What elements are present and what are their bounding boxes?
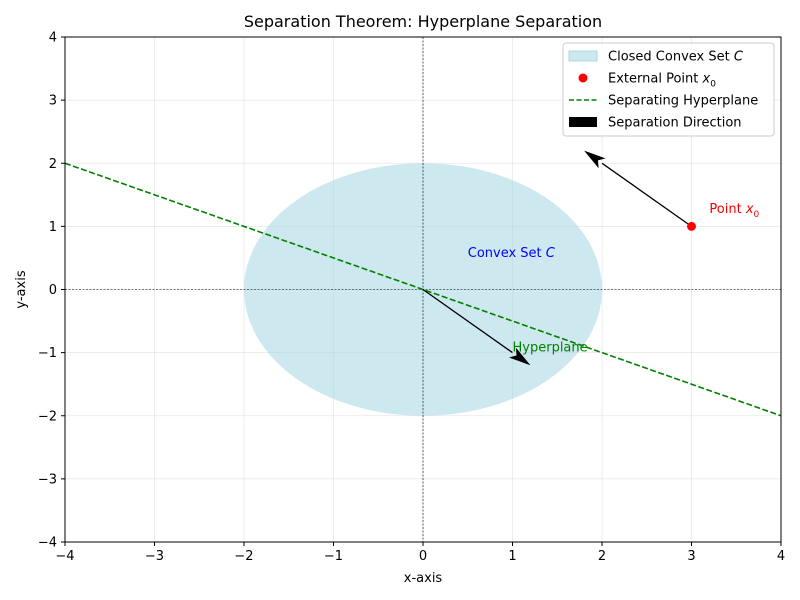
y-tick-label: −4 <box>38 536 57 551</box>
point-layer <box>687 221 696 231</box>
y-tick-label: −1 <box>38 346 57 361</box>
x-tick-label: 0 <box>419 549 427 564</box>
arrow-head <box>508 347 531 366</box>
annotation-label: Point x0 <box>709 202 759 220</box>
separation-arrow <box>422 288 531 366</box>
annotation-label: Hyperplane <box>513 341 588 356</box>
legend-label: Separation Direction <box>608 116 742 131</box>
x-tick-label: 4 <box>777 549 785 564</box>
arrow-shaft <box>422 288 513 354</box>
chart-title: Separation Theorem: Hyperplane Separatio… <box>244 12 602 31</box>
y-tick-label: 0 <box>49 283 57 298</box>
legend-item: Separation Direction <box>569 116 742 131</box>
y-tick-label: 2 <box>49 157 57 172</box>
y-tick-label: 1 <box>49 220 57 235</box>
legend-label: Separating Hyperplane <box>608 94 758 109</box>
x-tick-label: −1 <box>324 549 343 564</box>
legend-label: External Point x0 <box>608 72 716 90</box>
separation-arrow <box>584 150 692 227</box>
x-axis-label: x-axis <box>404 571 443 586</box>
x-tick-label: −3 <box>145 549 164 564</box>
arrow-head <box>584 150 606 169</box>
y-tick-label: 4 <box>49 31 57 46</box>
legend-swatch-patch <box>568 50 598 62</box>
y-tick-label: 3 <box>49 94 57 109</box>
tick-layer: −4 −3 −2 −1 0 1 2 3 4 −4 −3 −2 −1 0 1 2 3 4 <box>38 31 785 565</box>
arrow-shaft <box>601 162 692 227</box>
legend-swatch-arrow <box>569 117 597 127</box>
y-tick-label: −2 <box>38 409 57 424</box>
arrow-layer <box>422 150 692 366</box>
x-tick-label: 2 <box>598 549 606 564</box>
x-tick-label: 3 <box>687 549 695 564</box>
legend-box <box>562 42 775 137</box>
x-tick-label: −4 <box>55 549 74 564</box>
legend-item: Separating Hyperplane <box>569 94 758 109</box>
x-tick-label: −2 <box>234 549 253 564</box>
legend: Closed Convex Set C External Point x0 Sepa… <box>562 42 775 137</box>
x-tick-label: 1 <box>508 549 516 564</box>
legend-item: Closed Convex Set C <box>568 50 744 65</box>
y-axis-label: y-axis <box>14 270 29 308</box>
legend-item: External Point x0 <box>578 72 716 90</box>
external-point <box>687 221 696 231</box>
y-tick-label: −3 <box>38 472 57 487</box>
annotation-label: Convex Set C <box>468 246 556 261</box>
legend-label: Closed Convex Set C <box>608 50 744 65</box>
annotation-layer: Convex Set C Point x0 Hyperplane <box>468 202 760 356</box>
legend-swatch-point <box>578 73 588 83</box>
